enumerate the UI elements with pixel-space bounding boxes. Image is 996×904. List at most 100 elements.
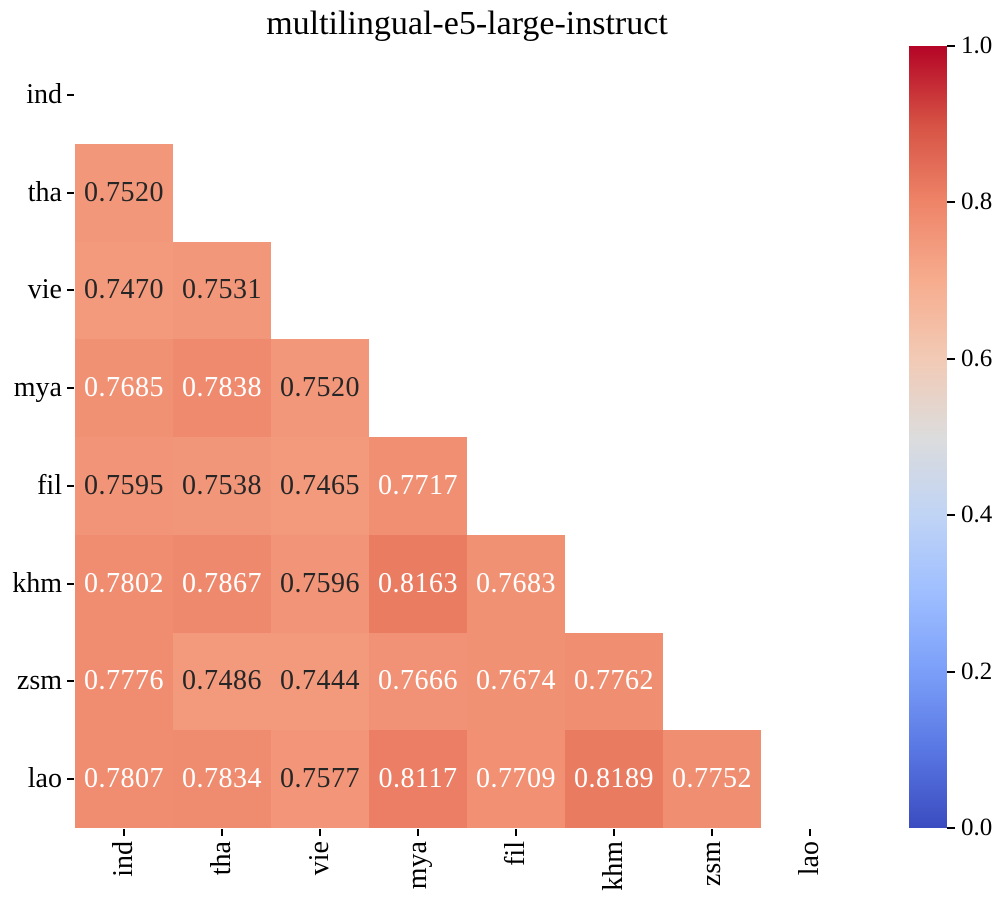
heatmap-cell: 0.7596: [271, 534, 369, 633]
heatmap-cell: 0.8117: [369, 730, 467, 828]
heatmap-cell: 0.7685: [75, 339, 173, 437]
cell-value: 0.7596: [280, 567, 360, 599]
heatmap-cell: 0.7807: [75, 730, 173, 828]
colorbar-tick: [947, 670, 955, 673]
cell-value: 0.7683: [476, 567, 556, 599]
cell-value: 0.7520: [84, 176, 164, 208]
heatmap-cell: 0.7752: [663, 730, 761, 828]
heatmap-cell: 0.7674: [467, 632, 565, 731]
colorbar-tick: [947, 827, 955, 829]
heatmap-cell: 0.7834: [173, 730, 271, 828]
x-tick: [711, 829, 713, 836]
cell-value: 0.7595: [84, 469, 164, 501]
colorbar-tick-label: 0.2: [961, 657, 993, 685]
y-axis-label: fil: [37, 469, 62, 501]
x-tick: [123, 829, 125, 836]
y-tick: [67, 387, 74, 390]
heatmap-cell: 0.7538: [173, 437, 271, 535]
x-axis-label: khm: [598, 841, 629, 891]
heatmap-cell: 0.8163: [369, 534, 467, 633]
colorbar-tick: [947, 201, 955, 204]
y-tick: [67, 582, 74, 585]
cell-value: 0.7538: [182, 469, 262, 501]
colorbar-tick-label: 1.0: [961, 32, 993, 59]
x-axis-label: vie: [304, 841, 335, 876]
heatmap-cell: 0.7802: [75, 534, 173, 633]
x-tick: [319, 829, 321, 836]
chart-title: multilingual-e5-large-instruct: [266, 5, 668, 42]
y-tick: [67, 778, 74, 781]
heatmap-cell: 0.7465: [271, 437, 369, 535]
x-tick: [221, 829, 223, 836]
heatmap-cell: 0.7867: [173, 534, 271, 633]
heatmap-cell: 0.7762: [565, 632, 663, 731]
cell-value: 0.7838: [182, 372, 262, 404]
heatmap-cell: 0.7520: [75, 143, 173, 242]
heatmap-cell: 0.7486: [173, 632, 271, 731]
x-tick: [613, 829, 615, 836]
colorbar-tick: [947, 357, 955, 360]
colorbar-tick: [947, 45, 955, 47]
y-axis-label: ind: [26, 78, 62, 110]
heatmap-cell: 0.7531: [173, 241, 271, 340]
cell-value: 0.8163: [378, 567, 458, 599]
colorbar-tick-label: 0.6: [961, 344, 993, 372]
y-axis-label: lao: [27, 763, 62, 795]
x-axis-label: fil: [500, 841, 531, 866]
x-tick: [809, 829, 811, 836]
cell-value: 0.7520: [280, 372, 360, 404]
cell-value: 0.7486: [182, 665, 262, 697]
heatmap-cell: 0.7709: [467, 730, 565, 828]
y-axis-label: khm: [12, 567, 62, 599]
y-tick: [67, 484, 74, 487]
x-axis-label: lao: [794, 841, 825, 876]
cell-value: 0.7762: [574, 665, 654, 697]
colorbar-tick-label: 0.4: [961, 501, 993, 529]
y-tick: [67, 93, 74, 96]
cell-value: 0.8117: [378, 763, 458, 795]
y-tick: [67, 191, 74, 194]
colorbar-gradient: [909, 46, 947, 828]
cell-value: 0.7752: [672, 763, 752, 795]
y-axis-label: tha: [27, 176, 62, 208]
cell-value: 0.7577: [280, 763, 360, 795]
x-tick: [515, 829, 517, 836]
y-tick: [67, 680, 74, 683]
x-tick: [417, 829, 419, 836]
heatmap-cell: 0.7717: [369, 437, 467, 535]
cell-value: 0.7674: [476, 665, 556, 697]
cell-value: 0.7802: [84, 567, 164, 599]
y-axis-label: zsm: [16, 665, 62, 697]
x-axis-label: ind: [108, 841, 139, 877]
cell-value: 0.7465: [280, 469, 360, 501]
cell-value: 0.7717: [378, 469, 458, 501]
cell-value: 0.7470: [84, 274, 164, 306]
y-axis-label: vie: [27, 274, 62, 306]
x-axis-label: zsm: [696, 841, 727, 887]
colorbar-tick: [947, 514, 955, 517]
x-axis-label: mya: [402, 841, 433, 890]
cell-value: 0.8189: [574, 763, 654, 795]
colorbar-tick-label: 0.8: [961, 188, 993, 216]
cell-value: 0.7776: [84, 665, 164, 697]
cell-value: 0.7531: [182, 274, 262, 306]
heatmap-cell: 0.7444: [271, 632, 369, 731]
heatmap-cell: 0.7595: [75, 437, 173, 535]
y-tick: [67, 289, 74, 292]
cell-value: 0.7666: [378, 665, 458, 697]
cell-value: 0.7685: [84, 372, 164, 404]
x-axis-label: tha: [206, 841, 237, 876]
heatmap-cell: 0.7520: [271, 339, 369, 437]
colorbar-tick-label: 0.0: [961, 814, 993, 841]
heatmap-cell: 0.7666: [369, 632, 467, 731]
cell-value: 0.7867: [182, 567, 262, 599]
y-axis-label: mya: [13, 372, 62, 404]
cell-value: 0.7807: [84, 763, 164, 795]
heatmap-cell: 0.8189: [565, 730, 663, 828]
heatmap-cell: 0.7470: [75, 241, 173, 340]
heatmap-cell: 0.7838: [173, 339, 271, 437]
cell-value: 0.7444: [280, 665, 360, 697]
heatmap-cell: 0.7683: [467, 534, 565, 633]
cell-value: 0.7709: [476, 763, 556, 795]
